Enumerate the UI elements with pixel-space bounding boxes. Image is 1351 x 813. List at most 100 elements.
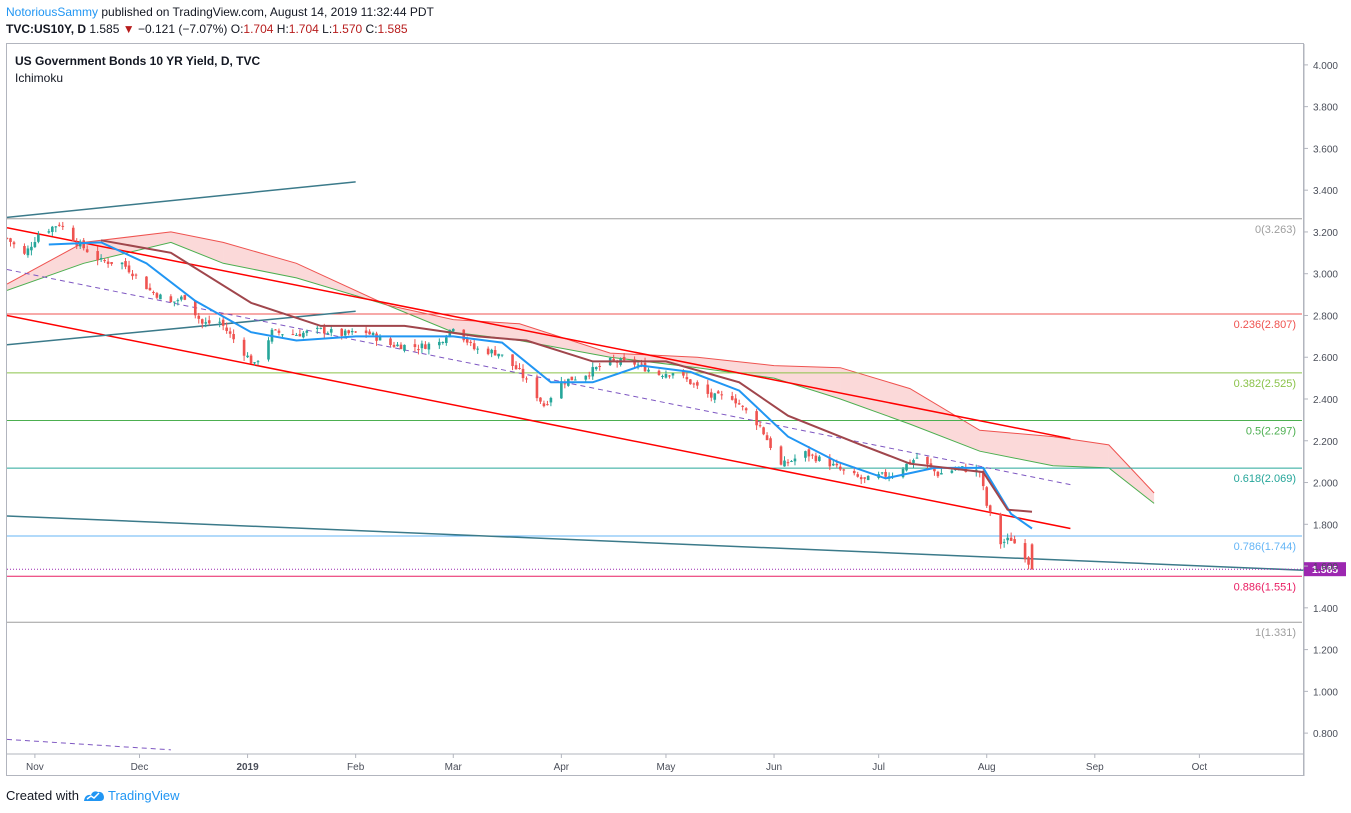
cloud-segment [7,242,84,291]
candle-body [838,466,842,470]
y-tick-label: 1.400 [1313,604,1338,615]
channel-line [7,227,1071,440]
pane-title: US Government Bonds 10 YR Yield, D, TVC [15,54,261,68]
y-tick-label: 2.000 [1313,479,1338,490]
candle-body [765,435,769,441]
candle-body [926,456,929,465]
candle-body [305,330,309,333]
tradingview-brand[interactable]: TradingView [107,788,180,803]
candle-body [469,341,473,343]
candle-body [636,364,640,366]
candle-body [291,334,295,336]
candle-body [169,296,173,303]
author-link[interactable]: NotoriousSammy [6,5,99,19]
candle-body [804,451,807,458]
candle-body [734,398,737,404]
candle-body [584,375,588,380]
candle-body [915,457,919,459]
candle-body [713,393,717,400]
candle-body [267,340,270,360]
change-value: −0.121 (−7.07%) [137,22,228,36]
candle-body [420,343,424,349]
candle-body [570,376,574,381]
candle-body [716,391,720,394]
candle-body [71,227,75,242]
candle-body [668,375,671,377]
candle-body [985,487,989,506]
candle-body [497,353,500,357]
candle-body [51,226,54,232]
candle-body [1002,541,1006,543]
fib-level-label: 0.886(1.551) [1234,581,1296,593]
last-price-label: 1.585 [1312,564,1338,576]
candle-body [378,337,382,341]
candle-body [856,474,860,477]
candle-body [57,224,61,226]
y-tick-label: 3.600 [1313,144,1338,155]
candle-body [281,334,284,336]
candle-body [399,344,403,350]
high-value: 1.704 [288,22,319,36]
candle-body [901,468,905,478]
tradingview-logo-icon [83,790,104,801]
candle-body [329,329,333,333]
y-tick-label: 1.600 [1313,562,1338,573]
candle-body [521,368,525,379]
cloud-segment [910,388,980,452]
cloud-segment [1108,444,1155,504]
symbol-label: TVC:US10Y, D [6,22,87,36]
candle-body [560,381,563,399]
candle-body [26,248,30,256]
kijun-sen-line [100,239,1033,513]
candle-body [709,392,713,398]
y-tick-label: 3.000 [1313,270,1338,281]
x-tick-label: Jul [872,762,885,773]
candle-body [779,446,783,465]
candle-body [343,330,347,336]
cloud-segment [840,367,910,425]
candle-body [302,332,305,338]
x-tick-label: Sep [1086,762,1104,773]
candle-body [563,383,567,385]
candle-body [511,354,514,367]
candle-body [835,463,839,466]
candle-body [549,397,553,403]
candle-body [30,246,33,251]
open-value: 1.704 [243,22,274,36]
last-price-tag [1304,562,1346,577]
x-tick-label: Mar [445,762,463,773]
x-tick-label: Oct [1192,762,1208,773]
candle-body [818,456,821,461]
candle-body [546,404,549,406]
candle-body [737,403,741,405]
candle-body [720,394,724,396]
candle-body [793,458,797,462]
candle-body [692,383,696,385]
candle-body [438,341,441,346]
down-arrow-icon: ▼ [122,22,135,36]
candle-body [392,344,396,347]
candle-body [612,358,615,361]
candle-body [486,348,490,355]
candle-body [350,330,354,333]
low-label: L: [322,22,333,36]
candle-body [476,348,479,350]
candle-body [811,454,814,456]
candle-body [228,331,232,334]
close-value: 1.585 [377,22,408,36]
candle-body [47,231,51,233]
candle-body [786,462,790,464]
candle-body [755,411,758,426]
y-tick-label: 1.200 [1313,646,1338,657]
candle-body [427,343,431,350]
candle-body [246,355,249,358]
y-tick-label: 2.600 [1313,353,1338,364]
candle-body [661,375,664,377]
cloud-segment [774,365,841,399]
candle-body [148,287,152,291]
indicator-label[interactable]: Ichimoku [15,71,64,85]
candle-body [1023,543,1027,560]
trendline [7,310,356,346]
dashed-trendline [7,738,171,751]
